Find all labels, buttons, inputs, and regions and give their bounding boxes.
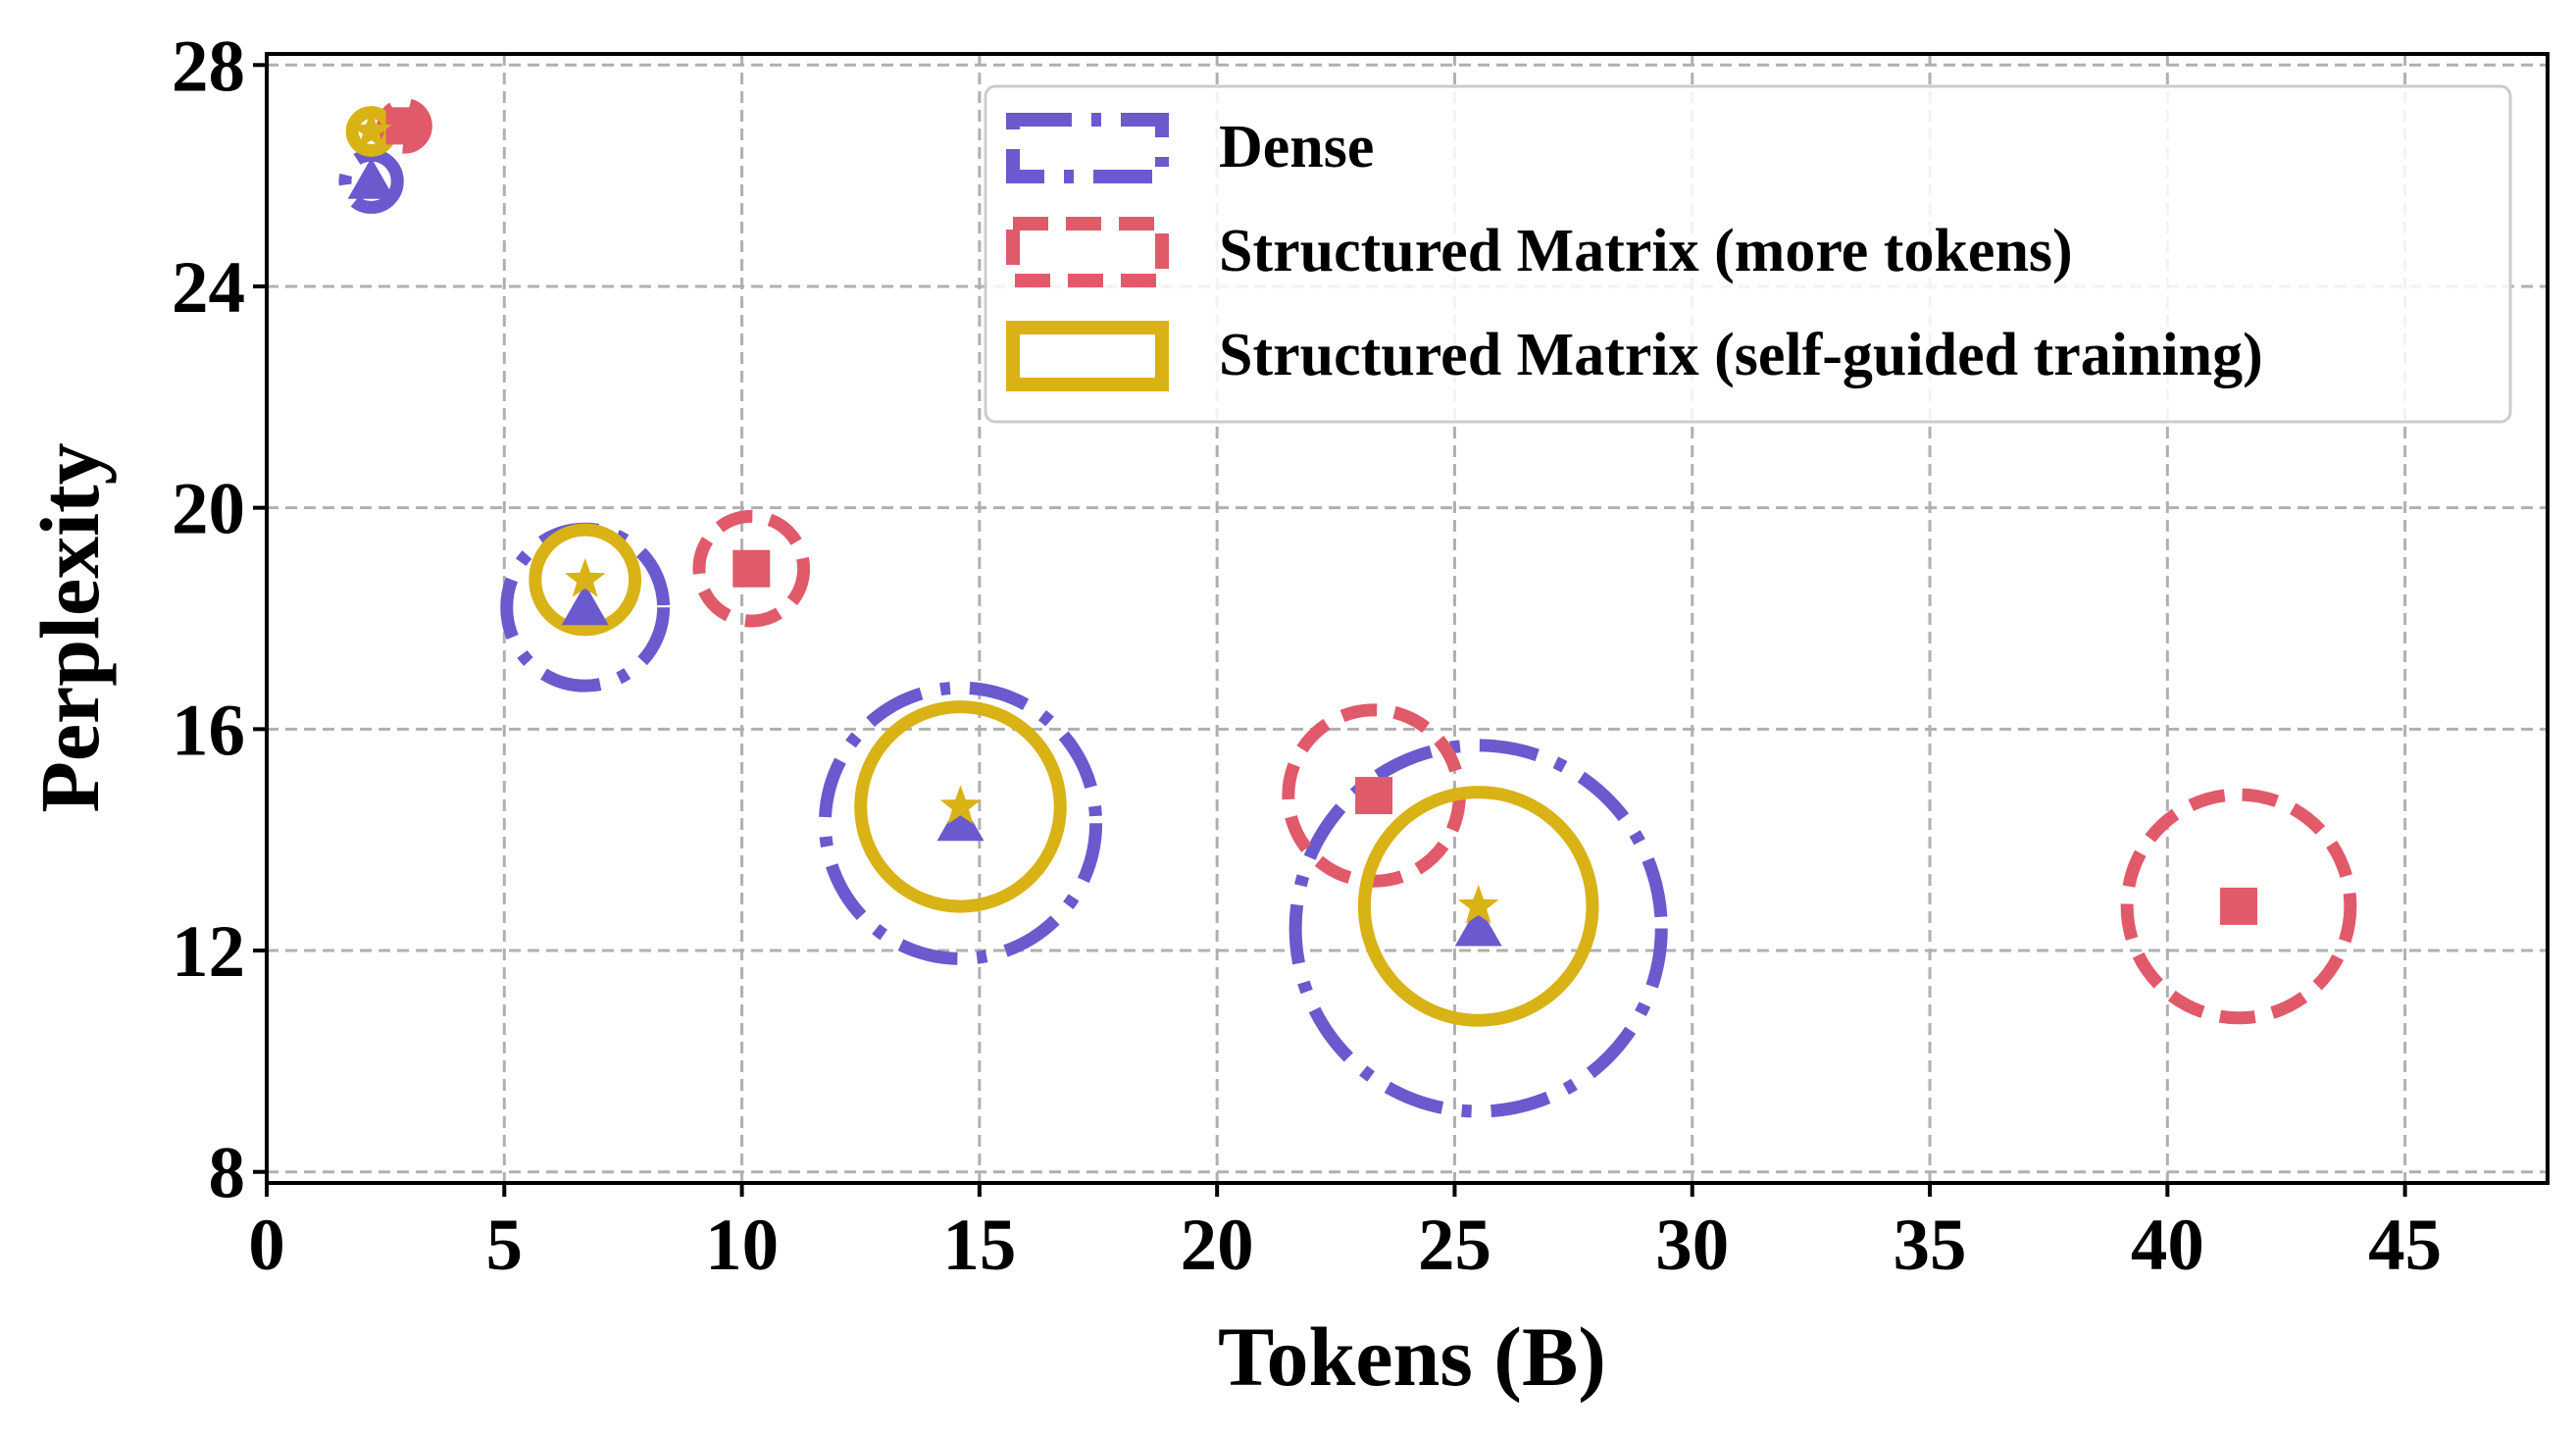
star-marker	[939, 785, 982, 825]
triangle-marker	[347, 157, 395, 199]
x-tick-label: 5	[486, 1205, 524, 1286]
legend-label: Dense	[1219, 114, 1374, 180]
star-marker	[350, 110, 392, 149]
x-tick-label: 0	[248, 1205, 285, 1286]
plot-frame	[265, 52, 2550, 1185]
bubble-circle	[1288, 739, 1668, 1118]
triangle-marker	[936, 799, 985, 842]
star-marker	[564, 558, 606, 597]
x-tick-label: 45	[2368, 1205, 2442, 1286]
legend-label: Structured Matrix (self-guided training)	[1219, 322, 2263, 388]
bubble-circle	[529, 523, 642, 637]
y-tick-label: 24	[172, 247, 245, 329]
x-tick-label: 35	[1894, 1205, 1967, 1286]
legend-swatch	[1006, 217, 1169, 287]
x-tick-label: 20	[1181, 1205, 1254, 1286]
bubble-circle	[692, 509, 811, 628]
x-tick-label: 15	[942, 1205, 1016, 1286]
x-tick-label: 30	[1655, 1205, 1729, 1286]
y-tick-label: 28	[172, 26, 245, 107]
legend-swatch	[1006, 321, 1169, 391]
y-axis-title: Perplexity	[23, 442, 117, 812]
bubble-circle	[818, 681, 1103, 965]
square-marker	[385, 107, 424, 145]
axes: 0 5 10 15 20 25 30 35 40 45 8 12 16 20 24 28	[172, 26, 2550, 1286]
y-tick-label: 20	[172, 469, 245, 550]
legend-label: Structured Matrix (more tokens)	[1219, 218, 2073, 284]
y-tick-label: 16	[172, 690, 245, 771]
x-tick-label: 10	[705, 1205, 779, 1286]
y-tick-label: 12	[172, 911, 245, 993]
triangle-marker	[1454, 904, 1502, 947]
y-tick-label: 8	[209, 1133, 246, 1214]
square-marker	[1355, 777, 1393, 815]
square-marker	[2220, 887, 2258, 925]
x-tick-label: 25	[1418, 1205, 1491, 1286]
x-tick-label: 40	[2131, 1205, 2204, 1286]
square-marker	[732, 549, 771, 588]
triangle-marker	[561, 584, 609, 626]
bubble-circle	[854, 700, 1067, 913]
bubble-circle	[1357, 786, 1599, 1027]
series-bubbles	[338, 98, 2357, 1118]
legend: Dense Structured Matrix (more tokens) Stru…	[984, 84, 2512, 424]
star-marker	[1457, 884, 1499, 924]
legend-box	[984, 84, 2512, 424]
bubble-circle	[2120, 788, 2357, 1025]
x-axis-title: Tokens (B)	[1218, 1310, 1606, 1404]
